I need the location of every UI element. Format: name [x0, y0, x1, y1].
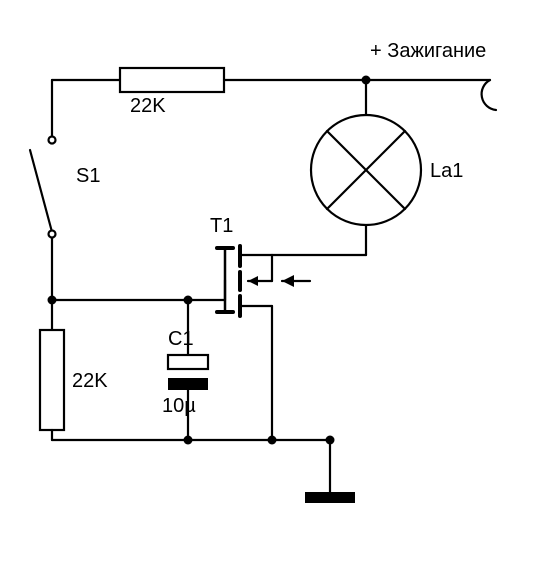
node-gate-c1	[184, 296, 193, 305]
node-vplus	[362, 76, 371, 85]
node-ground-src	[268, 436, 277, 445]
resistor-r1	[120, 68, 224, 92]
switch-arm	[30, 150, 52, 232]
supply-label: + Зажигание	[370, 40, 486, 63]
node-ground-tap	[326, 436, 335, 445]
resistor-r2	[40, 330, 64, 430]
mosfet-ext-arrow-head	[282, 275, 294, 287]
supply-hook	[482, 80, 496, 110]
cap-c1-plate-bottom	[168, 378, 208, 390]
node-gate-left	[48, 296, 57, 305]
ground-symbol	[305, 492, 355, 503]
c1-value-label: 10µ	[162, 395, 196, 418]
r1-value-label: 22K	[130, 95, 166, 118]
node-ground-c1	[184, 436, 193, 445]
r2-value-label: 22K	[72, 370, 108, 393]
cap-c1-plate-top	[168, 355, 208, 369]
c1-ref-label: C1	[168, 328, 194, 351]
t1-ref-label: T1	[210, 215, 233, 238]
la1-ref-label: La1	[430, 160, 463, 183]
mosfet-body-arrow	[248, 276, 258, 286]
circuit-canvas: + Зажигание 22K S1 T1 La1 C1 10µ 22K	[0, 0, 549, 567]
s1-ref-label: S1	[76, 165, 100, 188]
schematic-svg	[0, 0, 549, 567]
switch-terminal-top	[49, 137, 56, 144]
switch-terminal-bottom	[49, 231, 56, 238]
